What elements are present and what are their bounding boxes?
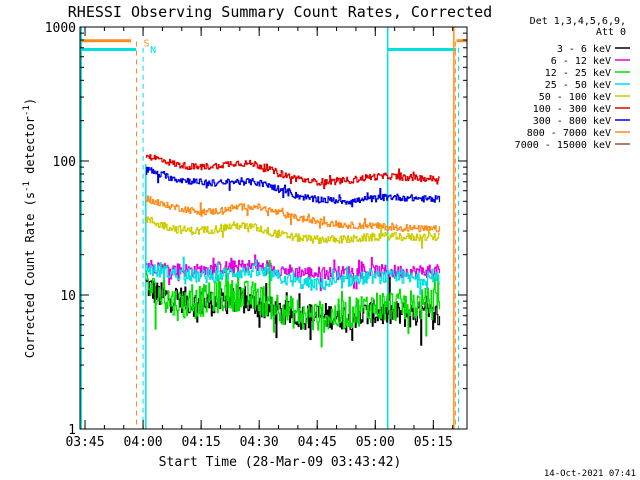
x-tick-label-5: 05:00	[356, 435, 395, 450]
legend-label-1: 6 - 12 keV	[551, 56, 611, 67]
legend-label-7: 800 - 7000 keV	[527, 128, 611, 139]
legend-label-2: 12 - 25 keV	[545, 68, 611, 79]
x-tick-label-3: 04:30	[240, 435, 279, 450]
series-line-6	[145, 166, 441, 208]
x-tick-label-0: 03:45	[65, 435, 104, 450]
y-tick-label-2: 100	[53, 155, 76, 170]
y-axis-label-end: )	[23, 98, 37, 105]
series-line-4	[145, 216, 441, 249]
y-tick-label-3: 1000	[45, 21, 76, 36]
x-tick-label-1: 04:00	[124, 435, 163, 450]
series-line-3	[145, 256, 441, 295]
x-tick-label-4: 04:45	[298, 435, 337, 450]
legend-header-0: Det 1,3,4,5,6,9,	[530, 16, 626, 27]
y-axis-label-sup2: -1	[22, 105, 32, 116]
series-line-7	[145, 195, 441, 233]
y-tick-label-0: 1	[68, 423, 76, 438]
y-axis-label-mid: detector	[23, 116, 37, 181]
axes-layer	[79, 26, 468, 430]
series-line-2	[145, 259, 441, 348]
series-line-5	[145, 154, 441, 190]
legend-label-8: 7000 - 15000 keV	[515, 140, 611, 151]
x-axis-label: Start Time (28-Mar-09 03:43:42)	[159, 455, 402, 470]
x-tick-label-6: 05:15	[414, 435, 453, 450]
chart-title: RHESSI Observing Summary Count Rates, Co…	[68, 3, 492, 21]
y-tick-label-1: 10	[60, 289, 76, 304]
y-axis-label-sup1: -1	[22, 181, 32, 192]
legend-header-1: Att 0	[596, 27, 626, 38]
legend-label-5: 100 - 300 keV	[533, 104, 611, 115]
legend-label-6: 300 - 800 keV	[533, 116, 611, 127]
tick-layer: 1 10 100 1000 03:45 04:00 04:15 04:30 04:45 05:00…	[45, 21, 467, 450]
marker-label-0: S	[144, 38, 150, 49]
legend-label-4: 50 - 100 keV	[539, 92, 611, 103]
legend-label-0: 3 - 6 keV	[557, 44, 611, 55]
y-axis-label-main: Corrected Count Rate (s	[23, 192, 37, 358]
marker-label-2: N	[150, 45, 156, 56]
footer-date: 14-Oct-2021 07:41	[544, 469, 636, 479]
legend-label-3: 25 - 50 keV	[545, 80, 611, 91]
y-axis-label: Corrected Count Rate (s-1 detector-1)	[22, 98, 37, 358]
series-layer: SN	[80, 27, 467, 429]
plot-frame	[79, 26, 468, 430]
x-tick-label-2: 04:15	[182, 435, 221, 450]
